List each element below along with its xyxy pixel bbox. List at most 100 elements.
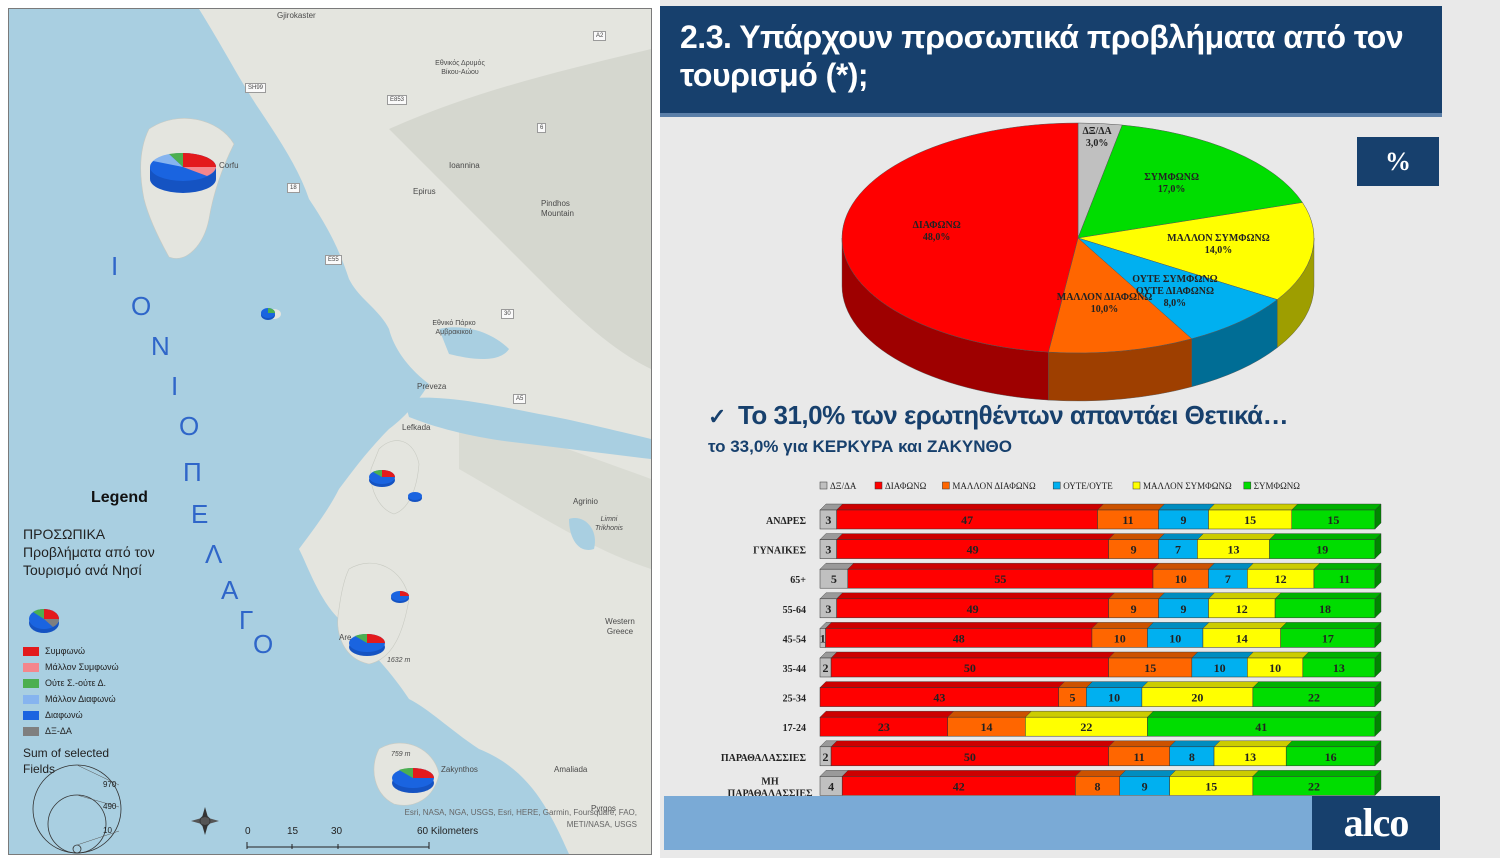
sea-letter: Λ [205,539,223,569]
bar-side [1374,592,1382,619]
bar-value-label: 12 [1236,602,1248,616]
bar-segment-top [836,533,1116,540]
pie-slice-label: ΜΑΛΛΟΝ ΣΥΜΦΩΝΩ 14,0% [1167,232,1270,256]
bar-segment-top [1097,503,1166,511]
alco-logo: alco [1312,796,1440,850]
bar-segment-top [1108,592,1166,600]
bar-segment-top [1213,740,1293,747]
legend-item: Ούτε Σ.-ούτε Δ. [23,677,106,689]
bar-value-label: 41 [1255,720,1267,734]
bar-value-label: 9 [1181,513,1187,527]
bar-category-label: ΑΝΔΡΕΣ [766,516,806,527]
legend-item: Μάλλον Συμφωνώ [23,661,119,673]
scale-tick: 30 [331,826,343,837]
bar-segment-top [825,622,1099,629]
bar-value-label: 47 [961,513,973,527]
place-label: Pindhos Mountain [541,199,574,218]
island-pie-kefalonia [349,633,385,656]
legend-subtitle: ΠΡΟΣΩΠΙΚΑ Προβλήματα από τον Τουρισμό αν… [23,526,155,578]
subline: το 33,0% για ΚΕΡΚΥΡΑ και ΖΑΚΥΝΘΟ [708,437,1012,456]
place-label: Amaliada [554,765,588,774]
bar-value-label: 10 [1108,691,1120,705]
pie-slice-label: ΜΑΛΛΟΝ ΔΙΑΦΩΝΩ 10,0% [1056,291,1153,315]
sea-letter: Ε [191,499,209,529]
bar-value-label: 50 [964,750,976,764]
bar-legend-label: ΔΞ/ΔΑ [830,481,857,491]
sea-letter: Ο [131,291,152,321]
bar-value-label: 17 [1322,631,1334,645]
bar-category-label: 17-24 [783,723,806,734]
sea-letter: Ι [171,371,179,401]
bar-value-label: 14 [1236,631,1248,645]
bar-segment-top [1196,533,1277,540]
bar-value-label: 3 [825,513,831,527]
map-credits: Esri, NASA, NGA, USGS, Esri, HERE, Garmi… [404,808,638,829]
bar-segment-top [1291,503,1382,511]
bar-legend-label: ΟΥΤΕ/ΟΥΤΕ [1063,481,1113,491]
bar-legend-swatch [942,481,950,490]
bar-category-label: 65+ [790,575,806,586]
bar-category-label: ΜΗ [761,776,778,787]
bar-value-label: 19 [1316,543,1328,557]
bar-value-label: 12 [1275,572,1287,586]
bar-value-label: 9 [1142,779,1148,793]
bar-side [1374,740,1382,767]
bar-value-label: 1 [820,631,826,645]
stacked-bar-chart: ΔΞ/ΔΑ ΔΙΑΦΩΝΩ ΜΑΛΛΟΝ ΔΙΑΦΩΝΩ ΟΥΤΕ/ΟΥΤΕ ΜΑΛΛΟ… [721,481,1382,799]
bar-legend-swatch [1243,481,1252,490]
legend-item: Μάλλον Διαφωνώ [23,693,116,705]
bar-value-label: 22 [1308,779,1320,793]
bar-value-label: 49 [967,543,979,557]
pie-slice-label: ΔΞ/ΔΑ 3,0% [1082,125,1112,149]
bar-side [1374,651,1382,678]
sea-letter: Ι [111,251,119,281]
place-label: Lefkada [402,423,431,432]
place-label: Ioannina [449,161,480,170]
bar-segment-top [1313,562,1382,570]
place-label: Εθνικός Δρυμός Βίκου-Αώου [435,60,485,76]
bar-segment-top [836,503,1104,511]
bar-legend-swatch [1132,481,1141,490]
road-shield: SH99 [245,83,267,93]
bar-legend-swatch [1052,481,1061,490]
north-arrow-icon [191,807,219,835]
bar-value-label: 8 [1189,750,1195,764]
place-label: 759 m [391,751,411,758]
legend-title: Legend [91,489,148,506]
bar-category-label: 35-44 [783,664,806,675]
bar-value-label: 4 [828,779,834,793]
bar-value-label: 16 [1325,750,1337,764]
bar-legend-label: ΜΑΛΛΟΝ ΔΙΑΦΩΝΩ [952,481,1036,491]
slide-panel: 2.3. Υπάρχουν προσωπικά προβλήματα από τ… [660,0,1500,858]
bar-value-label: 11 [1122,513,1133,527]
bar-value-label: 9 [1131,543,1137,557]
bar-value-label: 9 [1181,602,1187,616]
island-pie-ithaca [408,492,422,502]
bar-side [1374,681,1382,708]
pie-slice [1077,237,1278,340]
bar-value-label: 11 [1339,572,1350,586]
sea-letter: Ν [151,331,170,361]
headline: ✓ Το 31,0% των ερωτηθέντων απαντάει Θετικ… [708,400,1289,431]
bar-segment-top [1202,622,1288,629]
bar-value-label: 15 [1144,661,1156,675]
island-pie-lefkada [369,470,395,487]
bar-category-label: 45-54 [783,634,806,645]
pie-slice-label: ΣΥΜΦΩΝΩ 17,0% [1144,172,1199,196]
bar-segment-top [1146,622,1210,629]
bar-segment-top [1191,651,1254,659]
size-label: 490 [103,802,117,811]
island-pie-corfu [150,152,216,193]
bar-value-label: 49 [967,602,979,616]
bar-segment-top [1119,770,1177,777]
bar-segment-top [1280,622,1382,629]
bar-segment-top [1108,740,1177,747]
bar-value-label: 55 [994,572,1006,586]
bar-legend-swatch [874,481,883,490]
bar-value-label: 50 [964,661,976,675]
bar-value-label: 42 [953,779,965,793]
place-label: Limni Trikhonis [595,516,623,532]
bar-segment-top [1091,622,1154,629]
legend-item: Διαφωνώ [23,709,83,721]
bar-value-label: 13 [1244,750,1256,764]
